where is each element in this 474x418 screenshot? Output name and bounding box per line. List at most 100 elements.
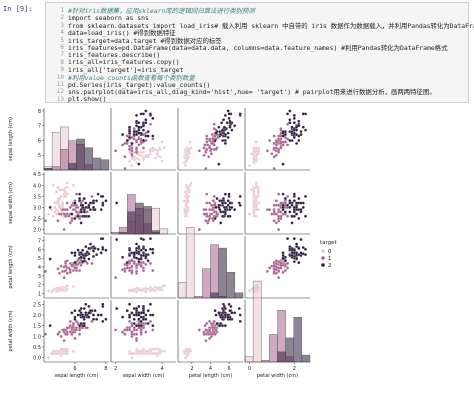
- scatter-point: [160, 288, 164, 292]
- scatter-point: [270, 152, 274, 156]
- scatter-point: [286, 214, 290, 218]
- scatter-point: [148, 149, 152, 153]
- scatter-point: [292, 251, 296, 255]
- scatter-point: [82, 197, 86, 201]
- scatter-point: [203, 324, 207, 328]
- scatter-point: [142, 253, 146, 257]
- scatter-point: [125, 261, 129, 265]
- scatter-point: [212, 127, 216, 131]
- scatter-point: [238, 319, 242, 323]
- scatter-point: [148, 247, 152, 251]
- scatter-point: [183, 161, 187, 165]
- scatter-point: [297, 208, 301, 212]
- scatter-point: [135, 332, 139, 336]
- scatter-point: [160, 140, 164, 144]
- scatter-point: [151, 324, 155, 328]
- scatter-point: [128, 159, 132, 163]
- scatter-point: [228, 201, 232, 205]
- scatter-point: [151, 146, 155, 150]
- scatter-point: [213, 216, 217, 220]
- scatter-point: [81, 248, 85, 252]
- scatter-point: [90, 194, 94, 198]
- scatter-point: [226, 109, 230, 113]
- scatter-point: [286, 261, 290, 265]
- scatter-point: [277, 269, 281, 273]
- subplot: [110, 172, 176, 235]
- scatter-point: [78, 269, 82, 273]
- y-tick-label: 2.0: [33, 228, 41, 234]
- scatter-point: [283, 269, 287, 273]
- scatter-point: [272, 261, 276, 265]
- scatter-point: [295, 141, 299, 145]
- scatter-point: [93, 246, 97, 250]
- scatter-point: [44, 219, 48, 223]
- scatter-point: [277, 147, 281, 151]
- y-tick-label: 2: [38, 283, 41, 289]
- scatter-point: [65, 326, 69, 330]
- code-line: 2 import seaborn as sns: [46, 13, 148, 22]
- scatter-point: [67, 214, 71, 218]
- y-tick-label: 2.0: [33, 313, 41, 319]
- scatter-point: [292, 113, 296, 117]
- scatter-point: [132, 137, 136, 141]
- code-text: from sklearn.datasets import load_iris# …: [68, 21, 474, 30]
- scatter-point: [54, 208, 58, 212]
- scatter-point: [144, 248, 148, 252]
- scatter-point: [223, 141, 227, 145]
- scatter-point: [144, 290, 148, 294]
- scatter-point: [135, 269, 139, 273]
- x-tick-label: 2: [190, 366, 193, 372]
- scatter-point: [221, 128, 225, 132]
- scatter-point: [226, 136, 230, 140]
- scatter-point: [292, 210, 296, 214]
- scatter-point: [82, 324, 86, 328]
- line-number: 9: [60, 66, 64, 74]
- scatter-point: [93, 208, 97, 212]
- scatter-point: [65, 201, 69, 205]
- scatter-point: [209, 332, 213, 336]
- scatter-point: [212, 326, 216, 330]
- y-tick-label: 3.5: [33, 194, 41, 200]
- scatter-point: [252, 161, 256, 165]
- scatter-point: [250, 287, 254, 291]
- scatter-point: [226, 131, 230, 135]
- scatter-point: [197, 228, 201, 232]
- scatter-point: [84, 201, 88, 205]
- scatter-point: [61, 269, 65, 273]
- scatter-point: [146, 134, 150, 138]
- scatter-point: [283, 133, 287, 137]
- scatter-point: [114, 328, 118, 332]
- pairplot-output: 5 6 7 8 sepal length (cm) 2.0 2.5 3.0 3.5 4.0 4.5 s…: [0, 99, 474, 414]
- scatter-point: [73, 336, 77, 340]
- scatter-point: [68, 330, 72, 334]
- scatter-point: [101, 247, 105, 251]
- code-line: 12 sns.pairplot(data=iris_all,diag_kind='…: [46, 87, 436, 96]
- y-tick-label: 7: [38, 124, 41, 130]
- scatter-point: [70, 251, 74, 255]
- scatter-point: [128, 125, 132, 129]
- scatter-point: [70, 332, 74, 336]
- scatter-point: [121, 255, 125, 259]
- scatter-point: [304, 214, 308, 218]
- scatter-point: [186, 199, 190, 203]
- scatter-point: [142, 307, 146, 311]
- scatter-point: [295, 212, 299, 216]
- y-axis-label: petal length (cm): [8, 245, 14, 288]
- scatter-point: [277, 203, 281, 207]
- code-cell[interactable]: 1 #针对iris数据集，应用sklearn库的逻辑回归算法进行类别预测 2 impo…: [45, 2, 474, 103]
- scatter-point: [135, 256, 139, 260]
- code-line: 9 iris_all['target']=iris_target: [46, 65, 183, 74]
- y-tick-label: 3.0: [33, 205, 41, 211]
- scatter-point: [121, 133, 125, 137]
- scatter-point: [130, 311, 134, 315]
- line-number: 1: [60, 7, 64, 14]
- subplot: [110, 99, 176, 171]
- scatter-point: [304, 247, 308, 251]
- scatter-point: [51, 183, 55, 187]
- scatter-point: [217, 125, 221, 129]
- scatter-point: [286, 194, 290, 198]
- scatter-point: [222, 304, 226, 308]
- scatter-point: [301, 205, 305, 209]
- scatter-point: [56, 185, 60, 189]
- scatter-point: [301, 246, 305, 250]
